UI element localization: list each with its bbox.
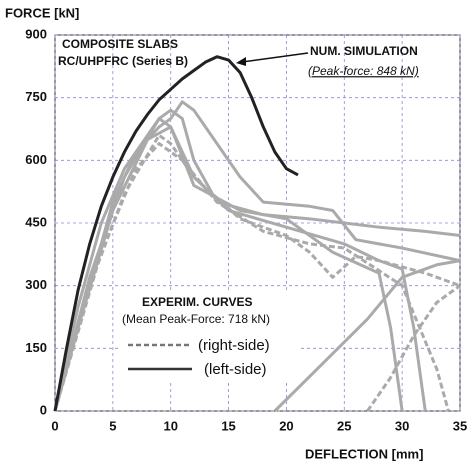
- y-tick-label: 0: [40, 402, 47, 417]
- y-axis-label: FORCE [kN]: [5, 5, 79, 20]
- annotation: EXPERIM. CURVES: [142, 295, 252, 309]
- data-line: [366, 284, 461, 412]
- arrow: [241, 52, 309, 63]
- x-tick-label: 30: [395, 418, 409, 433]
- arrow-head: [236, 57, 246, 66]
- y-tick-label: 300: [25, 277, 47, 292]
- x-tick-label: 10: [163, 418, 177, 433]
- annotation: (Peak-force: 848 kN): [308, 64, 419, 78]
- x-tick-label: 5: [109, 418, 116, 433]
- legend-label: (left-side): [204, 361, 267, 378]
- legend-label: (right-side): [198, 337, 270, 354]
- x-axis-label: DEFLECTION [mm]: [305, 446, 423, 461]
- plot-area: [53, 34, 461, 413]
- annotation: RC/UHPFRC (Series B): [58, 54, 188, 68]
- data-line: [53, 108, 461, 412]
- x-tick-label: 15: [221, 418, 235, 433]
- y-tick-label: 900: [25, 26, 47, 41]
- y-tick-label: 750: [25, 89, 47, 104]
- x-tick-label: 20: [279, 418, 293, 433]
- annotation: (Mean Peak-Force: 718 kN): [122, 312, 270, 326]
- x-tick-label: 0: [51, 418, 58, 433]
- x-tick-label: 25: [337, 418, 351, 433]
- data-line: [53, 55, 299, 412]
- annotation: COMPOSITE SLABS: [62, 37, 178, 51]
- legend-bg: [118, 292, 298, 382]
- data-line: [53, 142, 450, 412]
- data-line: [273, 259, 461, 413]
- x-tick-label: 35: [453, 418, 467, 433]
- y-tick-label: 450: [25, 214, 47, 229]
- annotation: NUM. SIMULATION: [310, 44, 418, 58]
- y-tick-label: 150: [25, 340, 47, 355]
- y-tick-label: 600: [25, 152, 47, 167]
